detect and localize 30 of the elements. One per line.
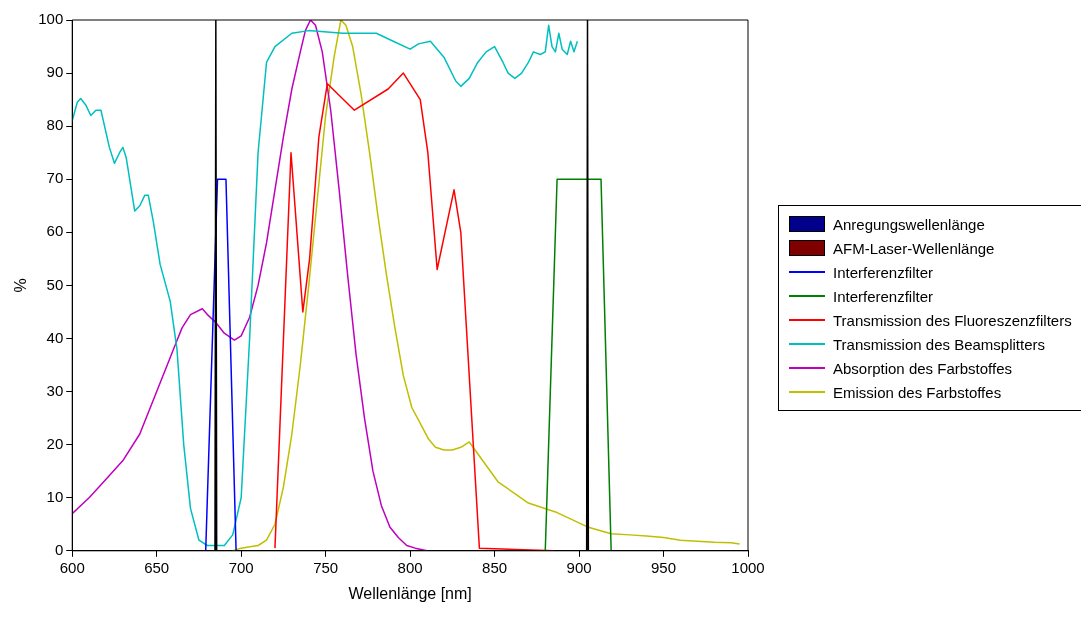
x-tick-label: 900 bbox=[566, 558, 592, 576]
legend-label: Transmission des Fluoreszenzfilters bbox=[833, 311, 1072, 329]
y-tick-label: 80 bbox=[46, 116, 64, 134]
y-tick-label: 0 bbox=[54, 540, 64, 558]
x-tick-label: 650 bbox=[144, 558, 170, 576]
x-axis-title: Wellenlänge [nm] bbox=[348, 584, 472, 602]
x-tick-label: 600 bbox=[59, 558, 85, 576]
x-tick-label: 950 bbox=[651, 558, 677, 576]
y-axis-title: % bbox=[12, 278, 30, 293]
y-tick-label: 10 bbox=[46, 487, 64, 505]
legend-label: AFM-Laser-Wellenlänge bbox=[833, 239, 995, 257]
y-tick-label: 90 bbox=[46, 63, 64, 81]
x-tick-label: 850 bbox=[482, 558, 508, 576]
y-tick-label: 30 bbox=[46, 381, 64, 399]
legend-label: Emission des Farbstoffes bbox=[833, 383, 1002, 401]
legend-label: Anregungswellenlänge bbox=[833, 215, 985, 233]
x-tick-label: 750 bbox=[313, 558, 339, 576]
legend-label: Interferenzfilter bbox=[833, 263, 934, 281]
y-tick-label: 100 bbox=[38, 10, 64, 28]
legend-label: Absorption des Farbstoffes bbox=[833, 359, 1012, 377]
y-tick-label: 50 bbox=[46, 275, 64, 293]
legend-label: Interferenzfilter bbox=[833, 287, 934, 305]
y-tick-label: 70 bbox=[46, 169, 64, 187]
y-tick-label: 60 bbox=[46, 222, 64, 240]
legend-label: Transmission des Beamsplitters bbox=[833, 335, 1046, 353]
x-tick-label: 700 bbox=[228, 558, 254, 576]
y-tick-label: 40 bbox=[46, 328, 64, 346]
x-tick-label: 1000 bbox=[731, 558, 765, 576]
y-tick-label: 20 bbox=[46, 434, 64, 452]
x-tick-label: 800 bbox=[397, 558, 423, 576]
